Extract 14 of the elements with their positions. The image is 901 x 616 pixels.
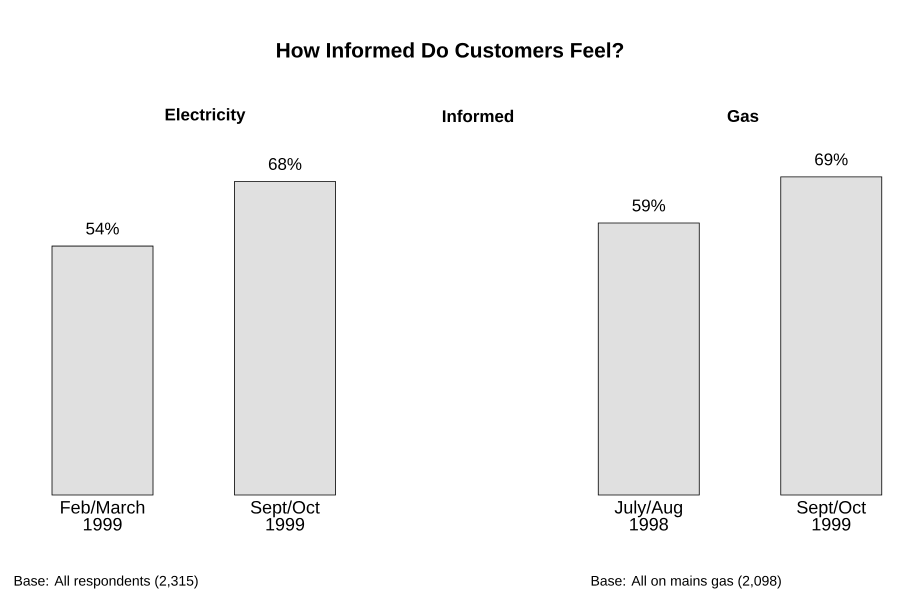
text: Base: All respondents (2,315): [14, 575, 198, 588]
data-label: 59%: [632, 199, 666, 212]
text: Informed: [442, 110, 514, 122]
x-tick-label: Feb/March 1999: [61, 500, 144, 531]
data-label: 68%: [268, 158, 302, 170]
chart-subtitle: Electricity: [166, 108, 246, 124]
data-label: 69%: [815, 153, 848, 166]
text: How Informed Do Customers Feel?: [277, 42, 624, 58]
chart-subtitle: Gas: [728, 110, 758, 122]
x-tick-label: Sept/Oct 1999: [250, 500, 320, 531]
x-tick-label: July/Aug 1998: [614, 500, 682, 531]
data-label: 54%: [86, 222, 119, 235]
text: Base: All on mains gas (2,098): [592, 575, 781, 588]
x-tick-label: Sept/Oct 1999: [797, 500, 866, 531]
